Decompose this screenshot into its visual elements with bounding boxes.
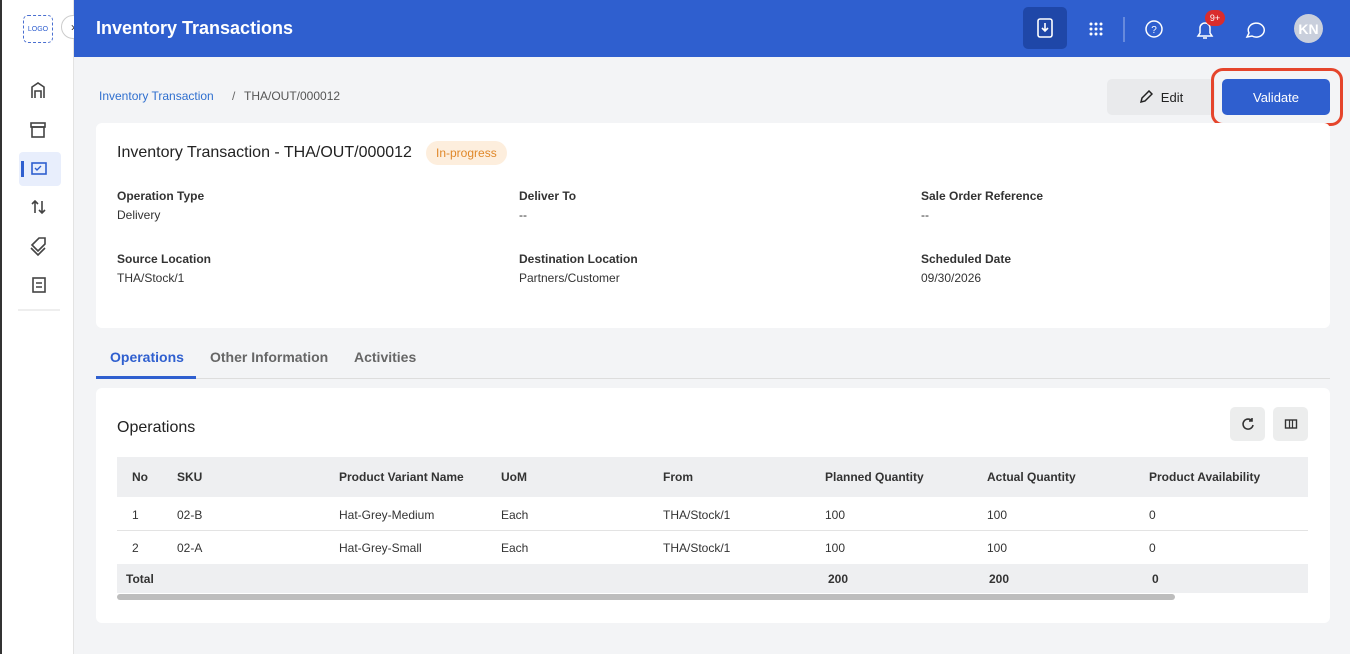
field-value: Partners/Customer [519, 271, 620, 285]
column-header: UoM [501, 470, 527, 484]
field-label: Scheduled Date [921, 252, 1012, 266]
row-divider [117, 530, 1308, 531]
table-cell: 02-B [177, 508, 203, 522]
tab-divider [96, 378, 1330, 379]
table-cell: Each [501, 541, 529, 555]
notification-badge: 9+ [1205, 10, 1225, 26]
operations-card: Operations No SKU Product Variant Name UoM F… [96, 388, 1330, 623]
field-label: Operation Type [117, 189, 205, 203]
top-bar: Inventory Transactions ? 9+ KN [74, 0, 1350, 57]
breadcrumb-current: THA/OUT/000012 [244, 89, 341, 103]
active-tab-indicator [96, 376, 196, 379]
logo: LOGO [23, 15, 53, 43]
field-value: 09/30/2026 [921, 271, 982, 285]
table-cell: 02-A [177, 541, 203, 555]
column-header: From [663, 470, 693, 484]
edit-button[interactable]: Edit [1107, 79, 1215, 115]
table-cell: Hat-Grey-Medium [339, 508, 435, 522]
detail-card: Inventory Transaction - THA/OUT/000012 I… [96, 123, 1330, 328]
tab[interactable]: Other Information [210, 349, 329, 365]
total-label: Total [126, 572, 154, 586]
column-header: SKU [177, 470, 203, 484]
refresh-button[interactable] [1230, 407, 1265, 441]
field-label: Destination Location [519, 252, 638, 266]
column-header: No [132, 470, 148, 484]
field-value: -- [519, 208, 527, 222]
sidebar: LOGO [0, 0, 74, 654]
breadcrumb-separator: / [232, 89, 236, 103]
status-badge: In-progress [426, 141, 507, 165]
field-value: Delivery [117, 208, 161, 222]
column-header: Planned Quantity [825, 470, 924, 484]
column-header: Product Variant Name [339, 470, 464, 484]
operations-title: Operations [117, 419, 196, 436]
user-avatar[interactable]: KN [1294, 14, 1323, 43]
table-cell: 100 [825, 541, 846, 555]
table-cell: 2 [132, 541, 139, 555]
table-cell: 1 [132, 508, 139, 522]
total-availability: 0 [1152, 572, 1159, 586]
field-value: -- [921, 208, 929, 222]
table-cell: 100 [825, 508, 846, 522]
scrollbar[interactable] [117, 594, 1175, 600]
detail-title: Inventory Transaction - THA/OUT/000012 [117, 144, 412, 161]
table-cell: 100 [987, 508, 1008, 522]
table-cell: THA/Stock/1 [663, 508, 731, 522]
field-label: Deliver To [519, 189, 577, 203]
svg-text:?: ? [1151, 25, 1157, 36]
page-title: Inventory Transactions [96, 18, 294, 38]
column-header: Product Availability [1149, 470, 1261, 484]
validate-button[interactable]: Validate [1222, 79, 1330, 115]
table-cell: 0 [1149, 541, 1156, 555]
field-label: Source Location [117, 252, 212, 266]
tab[interactable]: Operations [110, 349, 184, 365]
total-actual: 200 [989, 572, 1010, 586]
sidebar-icons [18, 82, 61, 311]
breadcrumb-link[interactable]: Inventory Transaction [99, 89, 214, 103]
table-cell: Hat-Grey-Small [339, 541, 422, 555]
field-label: Sale Order Reference [921, 189, 1044, 203]
table-header [117, 457, 1308, 497]
table-cell: THA/Stock/1 [663, 541, 731, 555]
table-cell: Each [501, 508, 529, 522]
total-planned: 200 [828, 572, 849, 586]
table-cell: 0 [1149, 508, 1156, 522]
field-value: THA/Stock/1 [117, 271, 185, 285]
import-button[interactable] [1023, 7, 1067, 49]
edit-label: Edit [1160, 89, 1184, 105]
table-cell: 100 [987, 541, 1008, 555]
column-header: Actual Quantity [987, 470, 1076, 484]
total-row [117, 564, 1308, 593]
top-icons: ? [1089, 17, 1265, 42]
columns-button[interactable] [1273, 407, 1308, 441]
tab[interactable]: Activities [354, 349, 417, 365]
